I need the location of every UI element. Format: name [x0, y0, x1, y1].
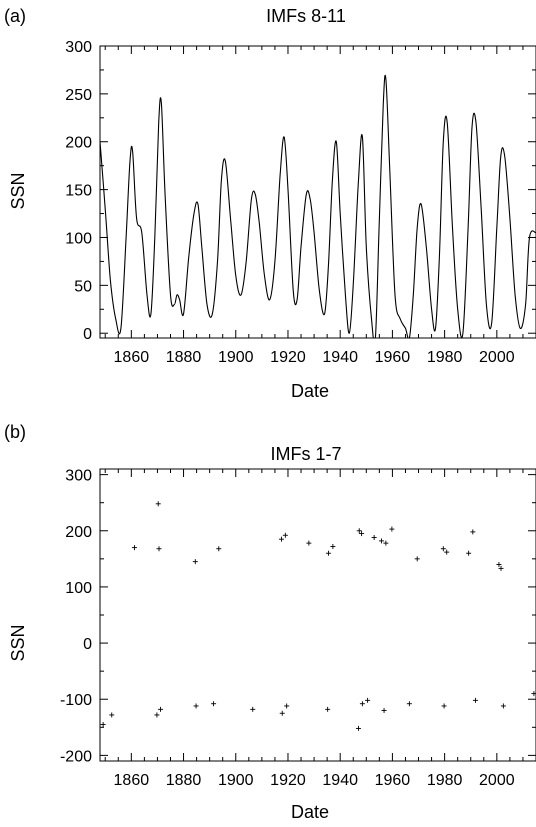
scatter-point — [441, 703, 447, 709]
scatter-point — [444, 549, 450, 555]
panel-a-x-tick-label: 1940 — [322, 349, 358, 366]
panel-b-y-tick-label: 200 — [65, 524, 92, 541]
panel-a-x-tick-label: 1960 — [375, 349, 411, 366]
scatter-point — [330, 543, 336, 549]
panel-a-x-tick-label: 1920 — [270, 349, 306, 366]
scatter-point — [531, 691, 536, 697]
panel-b-y-tick-label: -200 — [60, 748, 92, 765]
panel-a-x-tick-label: 1900 — [218, 349, 254, 366]
panel-a-x-axis-label: Date — [291, 381, 329, 401]
panel-a-x-tick-label: 2000 — [479, 349, 515, 366]
scatter-point — [500, 703, 506, 709]
panel-b-x-tick-label: 1860 — [114, 772, 150, 789]
panel-a-y-axis-label: SSN — [8, 172, 28, 209]
scatter-point — [472, 697, 478, 703]
panel-a-y-tick-label: 100 — [65, 230, 92, 247]
scatter-point — [154, 712, 160, 718]
scatter-point — [156, 546, 162, 552]
scatter-point — [359, 531, 365, 537]
scatter-point — [109, 712, 115, 718]
panel-a-y-tick-label: 150 — [65, 183, 92, 200]
scatter-point — [284, 703, 290, 709]
scatter-point — [381, 707, 387, 713]
panel-b-plot: 1860 1880 1900 1920 1940 1960 1980 2000-200-100… — [60, 468, 536, 789]
panel-b-x-tick-label: 1880 — [166, 772, 202, 789]
panel-b-x-tick-label: 1980 — [427, 772, 463, 789]
panel-b-x-tick-label: 1940 — [322, 772, 358, 789]
scatter-point — [496, 561, 502, 567]
scatter-point — [365, 697, 371, 703]
scatter-point — [356, 528, 362, 534]
panel-a-title: IMFs 8-11 — [266, 6, 346, 26]
scatter-point — [498, 565, 504, 571]
panel-a-marks — [100, 74, 536, 338]
panel-b-y-tick-label: 300 — [65, 468, 92, 485]
panel-b-y-axis-label: SSN — [8, 624, 28, 661]
panel-b-title: IMFs 1-7 — [270, 444, 341, 464]
scatter-point — [378, 538, 384, 544]
panel-a-x-tick-label: 1880 — [166, 349, 202, 366]
scatter-point — [466, 550, 472, 556]
scatter-point — [192, 559, 198, 565]
panel-a-x-tick-label: 1860 — [114, 349, 150, 366]
panel-a-y-tick-label: 300 — [65, 39, 92, 56]
panel-b-letter: (b) — [4, 422, 26, 442]
panel-a-frame — [99, 45, 536, 339]
scatter-point — [325, 550, 331, 556]
panel-b-x-tick-label: 1900 — [218, 772, 254, 789]
scatter-point — [325, 706, 331, 712]
scatter-point — [131, 545, 137, 551]
scatter-point — [155, 501, 161, 507]
scatter-point — [211, 701, 217, 707]
panel-b-x-tick-label: 2000 — [479, 772, 515, 789]
scatter-point — [440, 546, 446, 552]
scatter-point — [158, 706, 164, 712]
panel-a-letter: (a) — [4, 6, 26, 26]
scatter-point — [359, 701, 365, 707]
panel-b-y-tick-label: -100 — [60, 692, 92, 709]
panel-a-y-tick-label: 50 — [74, 278, 92, 295]
panel-b-y-tick-label: 0 — [83, 636, 92, 653]
scatter-point — [278, 536, 284, 542]
scatter-point — [216, 546, 222, 552]
scatter-point — [282, 532, 288, 538]
panel-b-x-tick-label: 1920 — [270, 772, 306, 789]
panel-a-y-tick-label: 0 — [83, 326, 92, 343]
scatter-point — [355, 725, 361, 731]
panel-b-y-tick-label: 100 — [65, 580, 92, 597]
scatter-point — [406, 701, 412, 707]
scatter-point — [470, 529, 476, 535]
imfs-8-11-series-line — [100, 74, 536, 338]
scatter-point — [383, 540, 389, 546]
panel-a-plot: 1860 1880 1900 1920 1940 1960 1980 2000 0 50 100 15… — [65, 39, 536, 366]
scatter-point — [279, 710, 285, 716]
panel-b: (b) IMFs 1-7 SSN Date 1860 1880 1900 1920 19… — [4, 422, 536, 822]
panel-b-marks — [100, 501, 536, 731]
scatter-point — [389, 526, 395, 532]
scatter-point — [193, 703, 199, 709]
panel-b-x-tick-label: 1960 — [375, 772, 411, 789]
scatter-point — [250, 706, 256, 712]
panel-a: (a) IMFs 8-11 SSN Date 1860 1880 1900 1920 1… — [4, 6, 536, 401]
panel-a-y-tick-label: 200 — [65, 135, 92, 152]
panel-b-frame — [99, 468, 536, 762]
scatter-point — [100, 722, 106, 727]
panel-a-x-tick-label: 1980 — [427, 349, 463, 366]
panel-a-y-tick-label: 250 — [65, 87, 92, 104]
scatter-point — [371, 535, 377, 541]
panel-b-x-axis-label: Date — [291, 802, 329, 822]
scatter-point — [414, 556, 420, 562]
scatter-point — [306, 540, 312, 546]
